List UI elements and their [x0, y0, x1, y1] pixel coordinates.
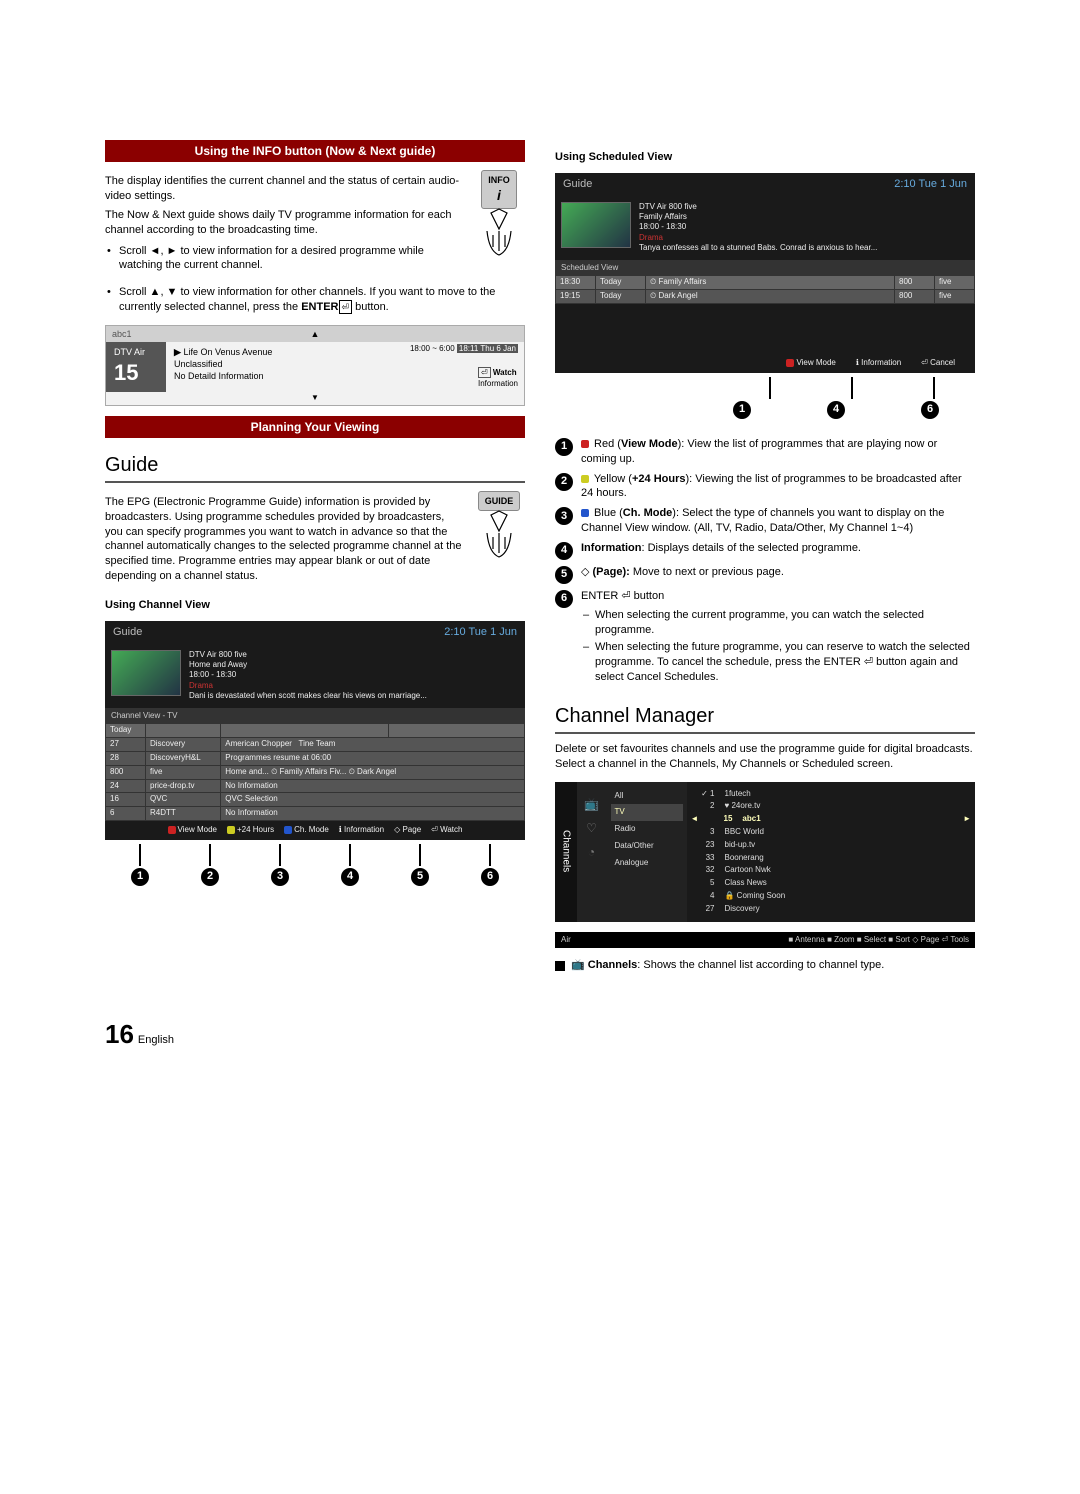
section-planning-title: Planning Your Viewing [105, 416, 525, 438]
info-bullet-2: Scroll ▲, ▼ to view information for othe… [119, 285, 525, 315]
thumbnail [111, 650, 181, 696]
tv-icon: 📺 [581, 796, 603, 812]
legend-list: 1 Red (View Mode): View the list of prog… [555, 437, 975, 689]
heading-guide: Guide [105, 452, 525, 483]
thumbnail [561, 202, 631, 248]
section-info-title: Using the INFO button (Now & Next guide) [105, 140, 525, 162]
cm-desc: Delete or set favourites channels and us… [555, 742, 975, 772]
clock-icon: ◔ [581, 844, 603, 860]
guide-channel-view: Guide2:10 Tue 1 Jun DTV Air 800 five Hom… [105, 621, 525, 840]
info-p1: The display identifies the current chann… [105, 174, 465, 204]
remote-info-key: INFOi [473, 170, 525, 279]
channel-manager-ui: Channels 📺 ♡ ◔ AllTVRadioData/OtherAnalo… [555, 782, 975, 949]
page-footer: 16English [105, 1017, 975, 1052]
channels-note: 📺 Channels: Shows the channel list accor… [555, 958, 975, 973]
guide-scheduled-view: Guide2:10 Tue 1 Jun DTV Air 800 five Fam… [555, 173, 975, 373]
heading-channel-manager: Channel Manager [555, 703, 975, 734]
info-p2: The Now & Next guide shows daily TV prog… [105, 208, 465, 238]
heart-icon: ♡ [581, 820, 603, 836]
remote-guide-key: GUIDE [473, 491, 525, 588]
info-bullet-1: Scroll ◄, ► to view information for a de… [119, 244, 465, 274]
guide-desc: The EPG (Electronic Programme Guide) inf… [105, 495, 465, 584]
using-scheduled-view: Using Scheduled View [555, 150, 975, 165]
using-channel-view: Using Channel View [105, 598, 525, 613]
osd-now-next: abc1▲ DTV Air 15 ▶ Life On Venus Avenue … [105, 325, 525, 406]
